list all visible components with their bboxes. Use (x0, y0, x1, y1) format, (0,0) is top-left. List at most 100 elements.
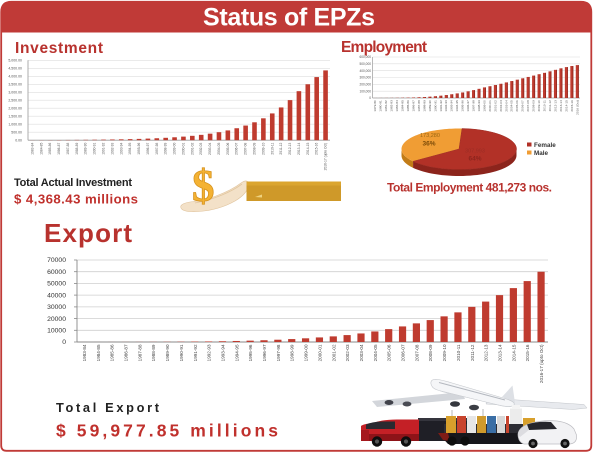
svg-text:1994-95: 1994-95 (128, 143, 132, 155)
svg-text:5,000.00: 5,000.00 (8, 59, 22, 63)
svg-text:2011-12: 2011-12 (279, 143, 283, 155)
svg-text:2003-04: 2003-04 (208, 143, 212, 155)
svg-text:2014-15: 2014-15 (564, 100, 568, 112)
svg-text:2010-11: 2010-11 (543, 100, 547, 111)
svg-text:1991-92: 1991-92 (439, 100, 443, 112)
svg-text:Total Export: Total Export (56, 400, 160, 415)
svg-text:Total Actual Investment: Total Actual Investment (14, 177, 132, 189)
svg-text:1980-81: 1980-81 (379, 100, 383, 112)
svg-text:1992-93: 1992-93 (444, 100, 448, 112)
svg-text:1987-88: 1987-88 (137, 344, 142, 361)
svg-text:200,000: 200,000 (359, 82, 371, 86)
svg-text:100,000: 100,000 (359, 89, 371, 93)
svg-text:20000: 20000 (47, 316, 66, 323)
svg-text:2003-04: 2003-04 (504, 100, 508, 112)
svg-text:1985-86: 1985-86 (48, 143, 52, 155)
svg-text:1981-82: 1981-82 (384, 100, 388, 112)
svg-text:60000: 60000 (47, 269, 66, 276)
svg-text:50000: 50000 (47, 281, 66, 288)
svg-text:1992-93: 1992-93 (207, 344, 212, 361)
svg-text:2004-05: 2004-05 (510, 100, 514, 112)
svg-text:1998-99: 1998-99 (290, 344, 295, 361)
svg-text:1986-87: 1986-87 (124, 344, 129, 361)
svg-text:1990-91: 1990-91 (433, 100, 437, 112)
svg-text:2014-15: 2014-15 (306, 143, 310, 155)
svg-text:1991-92: 1991-92 (102, 143, 106, 155)
svg-text:2002-03: 2002-03 (499, 100, 503, 112)
svg-text:1988-89: 1988-89 (422, 100, 426, 112)
svg-text:2005-06: 2005-06 (387, 344, 392, 361)
svg-text:70000: 70000 (47, 257, 66, 264)
svg-text:400,000: 400,000 (359, 69, 371, 73)
svg-text:1997-98: 1997-98 (472, 100, 476, 112)
svg-text:1983-84: 1983-84 (82, 344, 87, 361)
svg-text:1984-85: 1984-85 (39, 143, 43, 155)
svg-text:1994-95: 1994-95 (234, 344, 239, 361)
svg-text:1996-97: 1996-97 (146, 143, 150, 155)
svg-text:$ 4,368.43 millions: $ 4,368.43 millions (14, 192, 138, 207)
svg-text:2015-16: 2015-16 (315, 143, 319, 155)
svg-text:1995-96: 1995-96 (461, 100, 465, 112)
svg-text:2013-14: 2013-14 (498, 344, 503, 361)
svg-text:1,500.00: 1,500.00 (8, 114, 22, 118)
svg-text:1992-93: 1992-93 (110, 143, 114, 155)
svg-text:2014-15: 2014-15 (511, 344, 516, 361)
svg-text:1993-94: 1993-94 (450, 100, 454, 112)
svg-text:600,000: 600,000 (359, 55, 371, 59)
svg-text:2013-14: 2013-14 (297, 143, 301, 155)
svg-text:1993-94: 1993-94 (119, 143, 123, 155)
svg-text:300,000: 300,000 (359, 76, 371, 80)
svg-text:2007-08: 2007-08 (526, 100, 530, 112)
svg-text:30000: 30000 (47, 304, 66, 311)
svg-text:3,000.00: 3,000.00 (8, 91, 22, 95)
svg-text:1989-90: 1989-90 (428, 100, 432, 112)
svg-text:1996-97: 1996-97 (466, 100, 470, 112)
svg-text:36%: 36% (422, 141, 435, 148)
svg-text:2010-11: 2010-11 (270, 143, 274, 155)
svg-text:2001-02: 2001-02 (493, 100, 497, 112)
svg-text:1986-87: 1986-87 (57, 143, 61, 155)
svg-text:2001-02: 2001-02 (331, 344, 336, 361)
svg-text:2007-08: 2007-08 (414, 344, 419, 361)
svg-text:2,500.00: 2,500.00 (8, 99, 22, 103)
svg-text:2011-12: 2011-12 (548, 100, 552, 111)
svg-text:2001-02: 2001-02 (190, 143, 194, 155)
svg-text:40000: 40000 (47, 292, 66, 299)
svg-text:0.00: 0.00 (15, 138, 22, 142)
svg-text:500.00: 500.00 (11, 130, 22, 134)
svg-text:2002-03: 2002-03 (345, 344, 350, 361)
svg-text:2,000.00: 2,000.00 (8, 106, 22, 110)
svg-text:4,000.00: 4,000.00 (8, 75, 22, 79)
svg-text:Total Employment 481,273 nos.: Total Employment 481,273 nos. (387, 181, 552, 195)
svg-text:4,500.00: 4,500.00 (8, 67, 22, 71)
svg-text:2012-13: 2012-13 (288, 143, 292, 155)
svg-text:1990-91: 1990-91 (179, 344, 184, 361)
svg-text:1995-96: 1995-96 (137, 143, 141, 155)
svg-text:0: 0 (62, 339, 66, 346)
svg-text:1985-86: 1985-86 (406, 100, 410, 112)
svg-text:1983-84: 1983-84 (395, 100, 399, 112)
svg-text:1991-92: 1991-92 (193, 344, 198, 361)
svg-text:1987-88: 1987-88 (417, 100, 421, 112)
svg-text:1986-87: 1986-87 (412, 100, 416, 112)
svg-text:500,000: 500,000 (359, 62, 371, 66)
svg-text:1984-85: 1984-85 (96, 344, 101, 361)
svg-text:2011-12: 2011-12 (470, 344, 475, 361)
svg-text:2003-04: 2003-04 (359, 344, 364, 361)
svg-text:1995-96: 1995-96 (248, 344, 253, 361)
svg-text:2016-17 (upto Oct): 2016-17 (upto Oct) (539, 344, 544, 383)
svg-text:2004-05: 2004-05 (217, 143, 221, 155)
svg-text:1998-99: 1998-99 (164, 143, 168, 155)
svg-text:2015-16: 2015-16 (570, 100, 574, 112)
svg-text:2005-06: 2005-06 (226, 143, 230, 155)
svg-text:1999-00: 1999-00 (482, 100, 486, 112)
svg-text:64%: 64% (468, 156, 481, 163)
svg-text:1997-98: 1997-98 (276, 344, 281, 361)
svg-text:2008-09: 2008-09 (532, 100, 536, 112)
svg-text:1989-90: 1989-90 (84, 143, 88, 155)
svg-text:2012-13: 2012-13 (484, 344, 489, 361)
svg-text:1983-84: 1983-84 (30, 143, 34, 155)
svg-text:1996-97: 1996-97 (262, 344, 267, 361)
svg-text:1999-00: 1999-00 (173, 143, 177, 155)
svg-text:2016-17 (upto Oct): 2016-17 (upto Oct) (324, 143, 328, 171)
